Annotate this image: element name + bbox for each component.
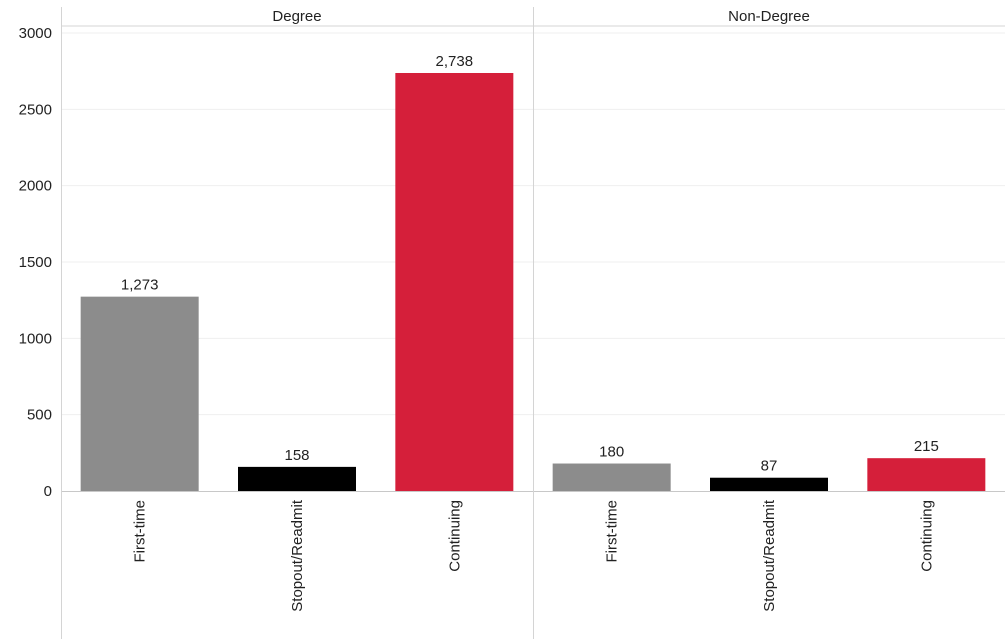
category-label: Stopout/Readmit [289,499,306,612]
category-label: First-time [132,500,149,563]
data-label: 158 [284,447,309,464]
y-tick-label: 1500 [19,254,52,271]
y-tick-label: 500 [27,407,52,424]
data-label: 215 [914,438,939,455]
value-labels: 1,273 158 2,738 180 87 215 [121,53,939,475]
category-label: First-time [604,500,621,563]
y-tick-label: 3000 [19,25,52,42]
bar [238,466,356,491]
y-tick-label: 0 [44,483,52,500]
panel-header: Non-Degree [728,8,810,25]
category-labels: First-time Stopout/Readmit Continuing First… [132,499,936,612]
panel-headers: Degree Non-Degree [272,8,809,25]
data-label: 180 [599,444,624,461]
y-tick-label: 2000 [19,178,52,195]
bar [80,296,199,491]
data-label: 1,273 [121,277,159,294]
data-label: 2,738 [436,53,474,70]
bar [710,477,828,491]
category-label: Continuing [918,500,935,572]
bars [80,72,986,492]
y-tick-label: 2500 [19,101,52,118]
y-tick-label: 1000 [19,330,52,347]
bar [552,463,671,491]
bar [395,72,514,492]
panel-dividers [61,7,1005,639]
y-axis: 0 500 1000 1500 2000 2500 3000 [19,25,52,500]
bar [867,458,986,491]
category-label: Stopout/Readmit [761,499,778,612]
panel-header: Degree [272,8,321,25]
category-label: Continuing [446,500,463,572]
data-label: 87 [761,458,778,475]
